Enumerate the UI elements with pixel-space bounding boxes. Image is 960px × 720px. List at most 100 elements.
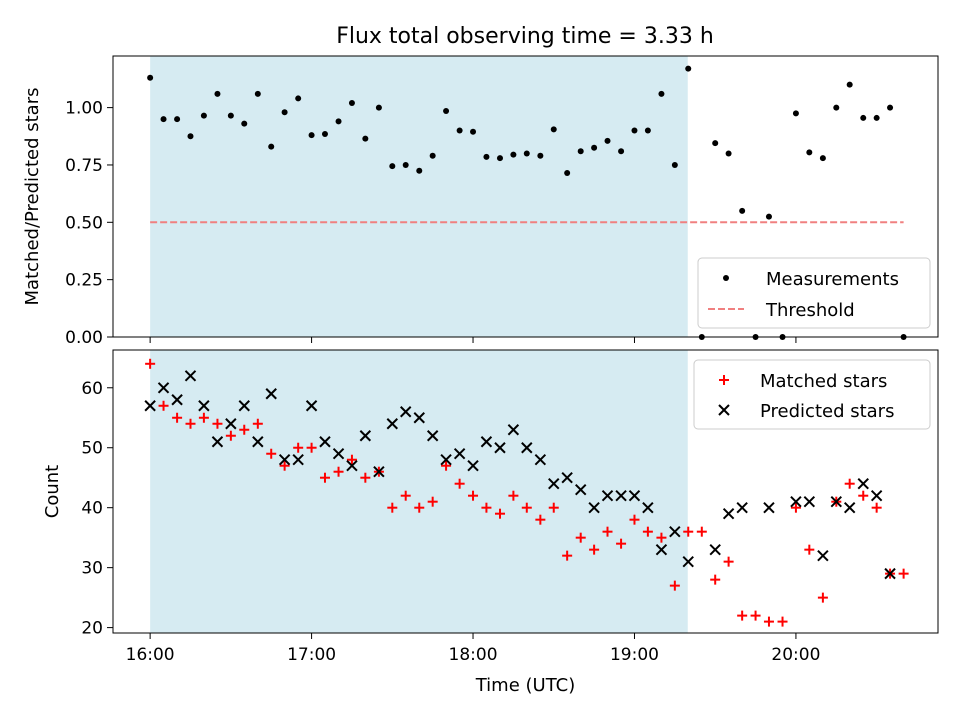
legend-matched-marker [719,375,729,385]
top-legend: Measurements Threshold [697,257,931,329]
measurement-point [873,114,880,121]
measurement-point [348,100,355,107]
measurement-point [537,152,544,159]
predicted-point-b [171,394,183,406]
measurement-point [510,151,517,158]
bottom-legend-box [693,359,931,430]
y-tick-label: 60 [81,379,103,399]
measurement-point [604,137,611,144]
predicted-point-b [238,400,250,412]
y-tick-label: 0.00 [65,328,103,348]
top-panel-ticks: 0.00 0.25 0.50 0.75 1.00 [65,99,797,348]
predicted-point-b [211,436,224,448]
observing-window-shade [150,350,688,633]
y-tick-label: 20 [81,619,103,639]
predicted-point-b [507,424,520,436]
measurement-point [214,90,221,97]
predicted-point-b [319,436,331,448]
predicted-point-b [184,370,197,382]
measurement-point [833,104,840,111]
measurement-point [644,127,651,134]
measurement-point [483,153,490,160]
predicted-point-b [346,460,358,472]
predicted-point-b [453,448,466,460]
predicted-point-b [521,442,533,454]
measurement-point [295,95,302,102]
legend-measurements-marker [723,275,729,281]
predicted-point-b [884,567,896,580]
measurement-point [496,155,503,162]
measurement-point [846,81,853,88]
measurement-point [335,118,342,125]
x-axis-label: Time (UTC) [475,675,576,696]
measurement-point [658,90,665,97]
y-tick-label: 50 [81,439,103,459]
predicted-point-b [373,466,385,478]
predicted-point-b [722,507,735,520]
predicted-point-b [843,501,856,514]
bottom-panel-ticks: 20 30 40 50 60 16:00 17:00 18:00 19:00 20:00 [81,379,820,665]
predicted-point-b [642,501,654,514]
predicted-point-b [225,418,237,430]
predicted-point-b [803,495,816,508]
x-tick-label: 20:00 [771,645,820,665]
measurement-point [860,114,867,121]
y-tick-label: 40 [81,499,103,519]
measurement-point [739,207,746,214]
top-y-axis-label: Matched/Predicted stars [22,88,43,306]
measurement-point [321,130,328,137]
measurement-point [375,104,382,111]
predicted-point-b [440,454,452,466]
measurement-point [308,132,315,139]
predicted-point-b [870,489,883,502]
legend-matched-label: Matched stars [760,371,887,392]
predicted-point-b [265,388,277,400]
predicted-point-b [292,454,304,466]
predicted-point-b [399,406,412,418]
bottom-panel: 20 30 40 50 60 16:00 17:00 18:00 19:00 20:00 Coun… [42,349,939,696]
measurement-point [685,65,692,72]
predicted-point-b [575,483,587,496]
measurement-point [523,150,530,157]
x-tick-label: 18:00 [449,645,498,665]
predicted-point-b [144,400,156,412]
measurement-point [806,149,813,156]
measurement-point [470,128,477,135]
predicted-point-b [157,382,170,394]
predicted-point-b [615,489,627,502]
top-panel-frame [112,55,939,338]
predicted-point-b [467,460,479,472]
legend-threshold-label: Threshold [765,300,855,321]
measurement-point [618,148,625,155]
predicted-point-b [817,549,829,562]
measurement-point [362,135,369,142]
legend-measurements-label: Measurements [766,269,899,290]
measurement-point [792,110,799,117]
predicted-point-b [305,400,318,412]
measurement-point [174,116,181,123]
predicted-point-b [830,495,842,508]
predicted-point-b [790,495,802,508]
observing-window-shade [150,56,688,337]
x-tick-label: 19:00 [610,645,659,665]
predicted-point-b [548,477,560,490]
measurement-point [765,213,772,220]
x-tick-label: 16:00 [126,645,175,665]
measurement-point [389,163,396,170]
predicted-point-b [601,489,614,502]
measurement-point [147,74,154,81]
legend-x-b [718,404,730,416]
measurement-point [564,169,571,176]
measurement-point [254,90,261,97]
measurement-point [712,140,719,147]
y-tick-label: 0.75 [65,156,103,176]
predicted-point-b [682,555,694,568]
predicted-point-b [278,454,291,466]
measurement-point [187,133,194,140]
predicted-point-b [628,489,641,502]
predicted-point-b [655,543,668,556]
predicted-point-b [669,525,681,538]
predicted-point-b [198,400,210,412]
predicted-point-b [332,448,345,460]
top-panel-marks [147,65,907,340]
